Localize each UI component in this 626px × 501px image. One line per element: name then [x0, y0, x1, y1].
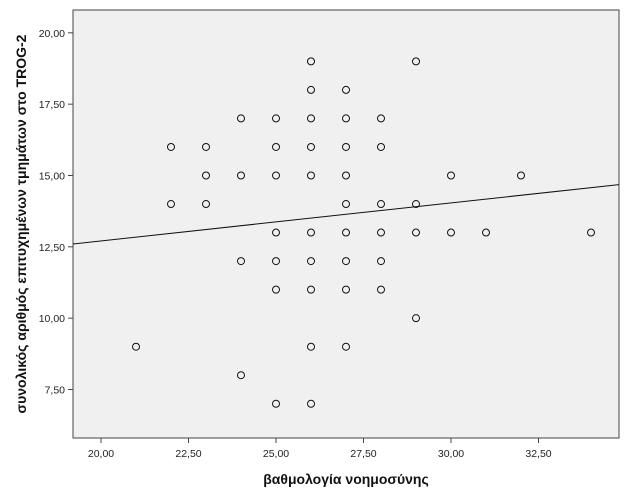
x-tick-label: 30,00	[438, 448, 464, 460]
data-point	[342, 228, 350, 237]
data-point	[342, 142, 350, 151]
data-point	[237, 257, 245, 266]
data-point	[272, 285, 280, 294]
data-point	[202, 142, 210, 151]
x-axis-title: βαθμολογία νοημοσύνης	[263, 471, 429, 487]
fit-line-group	[72, 184, 620, 245]
data-point	[272, 142, 280, 151]
data-point	[377, 257, 385, 266]
y-axis: 7,50 10,00 12,50 15,00 17,50 20,00	[39, 28, 73, 396]
data-point	[272, 114, 280, 123]
fit-line	[72, 184, 620, 245]
data-point	[202, 171, 210, 180]
data-point	[272, 171, 280, 180]
y-tick-label: 10,00	[39, 313, 65, 325]
data-point	[412, 57, 420, 66]
data-point	[307, 114, 315, 123]
data-point	[412, 314, 420, 323]
data-points	[132, 57, 595, 408]
data-point	[377, 285, 385, 294]
data-point	[342, 171, 350, 180]
y-axis-title: συνολικός αριθμός επιτυχημένων τμημάτων …	[13, 34, 29, 413]
x-tick-label: 27,50	[350, 448, 376, 460]
x-tick-label: 32,50	[525, 448, 551, 460]
data-point	[307, 85, 315, 94]
data-point	[377, 142, 385, 151]
data-point	[307, 257, 315, 266]
data-point	[412, 200, 420, 209]
data-point	[237, 171, 245, 180]
data-point	[342, 285, 350, 294]
x-tick-label: 22,50	[175, 448, 201, 460]
data-point	[237, 114, 245, 123]
data-point	[307, 142, 315, 151]
y-tick-label: 12,50	[39, 242, 65, 254]
y-tick-label: 7,50	[45, 384, 66, 396]
data-point	[307, 399, 315, 408]
data-point	[307, 171, 315, 180]
data-point	[307, 228, 315, 237]
data-point	[167, 200, 175, 209]
data-point	[517, 171, 525, 180]
data-point	[307, 285, 315, 294]
y-tick-label: 17,50	[39, 99, 65, 111]
x-tick-label: 25,00	[263, 448, 289, 460]
y-tick-label: 20,00	[39, 28, 65, 40]
data-point	[272, 257, 280, 266]
data-point	[587, 228, 595, 237]
data-point	[342, 114, 350, 123]
data-point	[132, 342, 140, 351]
x-tick-label: 20,00	[88, 448, 114, 460]
data-point	[342, 85, 350, 94]
data-point	[447, 228, 455, 237]
data-point	[342, 257, 350, 266]
data-point	[167, 142, 175, 151]
data-point	[377, 114, 385, 123]
data-point	[342, 200, 350, 209]
data-point	[307, 57, 315, 66]
y-tick-label: 15,00	[39, 170, 65, 182]
data-point	[377, 228, 385, 237]
data-point	[237, 371, 245, 380]
x-axis: 20,00 22,50 25,00 27,50 30,00 32,50	[88, 438, 552, 460]
plot-area	[72, 9, 620, 439]
data-point	[447, 171, 455, 180]
data-point	[272, 399, 280, 408]
data-point	[272, 228, 280, 237]
data-point	[377, 200, 385, 209]
data-point	[202, 200, 210, 209]
data-point	[482, 228, 490, 237]
data-point	[307, 342, 315, 351]
data-point	[412, 228, 420, 237]
data-point	[342, 342, 350, 351]
